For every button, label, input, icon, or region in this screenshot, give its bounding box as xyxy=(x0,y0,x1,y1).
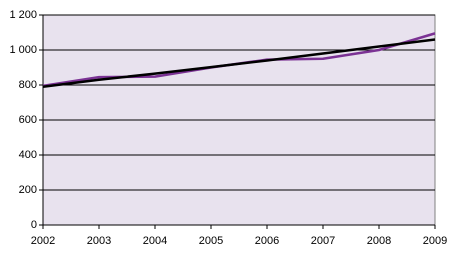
x-tick-label: 2003 xyxy=(87,235,111,247)
y-tick-label: 1 000 xyxy=(9,44,37,56)
series-line xyxy=(42,38,436,88)
x-tick-label: 2002 xyxy=(31,235,55,247)
x-tick-label: 2006 xyxy=(255,235,279,247)
y-tick-label: 600 xyxy=(19,114,37,126)
y-tick-label: 400 xyxy=(19,149,37,161)
y-tick-label: 1 200 xyxy=(9,9,37,21)
x-tick-label: 2005 xyxy=(199,235,223,247)
x-tick-label: 2004 xyxy=(143,235,167,247)
y-tick-label: 200 xyxy=(19,184,37,196)
x-tick-label: 2009 xyxy=(423,235,447,247)
x-tick-label: 2007 xyxy=(311,235,335,247)
y-tick-label: 0 xyxy=(31,219,37,231)
x-tick-label: 2008 xyxy=(367,235,391,247)
y-tick-label: 800 xyxy=(19,79,37,91)
